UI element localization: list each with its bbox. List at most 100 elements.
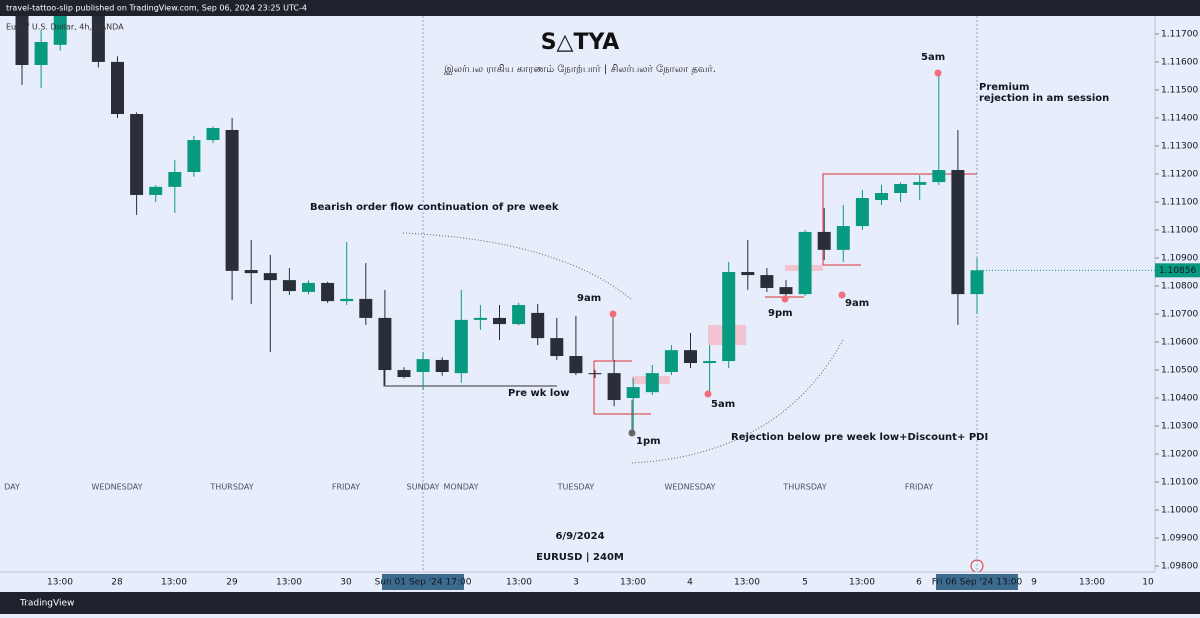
time-label: 13:00 xyxy=(849,578,875,588)
candle-body xyxy=(282,280,296,292)
annotation: Premium xyxy=(979,82,1029,93)
y-tick-label: 1.09800 xyxy=(1161,562,1198,572)
candle-body xyxy=(168,171,182,187)
y-tick-label: 1.11200 xyxy=(1161,169,1198,179)
chart-title: S△TYA xyxy=(541,30,620,55)
day-label: MONDAY xyxy=(444,483,479,492)
candle-body xyxy=(875,193,888,201)
marker xyxy=(781,295,789,303)
annotation: Pre wk low xyxy=(508,388,569,399)
time-label: 9 xyxy=(1031,578,1037,588)
annotation: 1pm xyxy=(636,436,661,447)
candle-body xyxy=(684,350,697,364)
candle-body xyxy=(817,231,831,250)
time-label: 5 xyxy=(802,578,808,588)
y-tick-label: 1.10100 xyxy=(1161,478,1198,488)
candle-body xyxy=(302,282,315,292)
day-label: DAY xyxy=(4,483,20,492)
candle-body xyxy=(53,16,67,45)
time-label: 13:00 xyxy=(161,578,187,588)
y-tick-label: 1.10800 xyxy=(1161,282,1198,292)
candle-body xyxy=(970,270,984,295)
y-tick-label: 1.11100 xyxy=(1161,197,1198,207)
annotation: Bearish order flow continuation of pre w… xyxy=(310,202,559,213)
candle-body xyxy=(951,170,965,295)
pre-week-low-line xyxy=(383,370,557,387)
annotation: 9am xyxy=(577,293,601,304)
annotation: rejection in am session xyxy=(979,93,1109,104)
y-tick-label: 1.11700 xyxy=(1161,29,1198,39)
axes: 1.09900 1.10000 1.10100 1.10200 1.10300 1.104… xyxy=(0,16,1200,592)
annotation: 9am xyxy=(845,298,869,309)
header-bar xyxy=(0,0,1200,16)
y-tick-label: 1.10700 xyxy=(1161,310,1198,320)
candle-body xyxy=(34,42,48,65)
marker xyxy=(628,429,636,437)
candle-body xyxy=(493,317,506,325)
candle-body xyxy=(244,270,258,274)
candle-body xyxy=(626,387,640,399)
candle-body xyxy=(855,198,869,227)
candle-body xyxy=(894,184,908,194)
candle-body xyxy=(512,305,526,325)
marker xyxy=(609,310,617,318)
time-label: 13:00 xyxy=(506,578,532,588)
candle-body xyxy=(645,373,659,393)
candle-body xyxy=(435,359,449,372)
candle-body xyxy=(340,298,354,302)
candle-body xyxy=(91,16,105,62)
y-tick-label: 1.11500 xyxy=(1161,85,1198,95)
last-price-tag xyxy=(1155,263,1200,278)
header-text: travel-tattoo-slip published on TradingV… xyxy=(6,4,307,13)
candle-body xyxy=(722,271,736,362)
range-box xyxy=(593,360,651,415)
candle-body xyxy=(359,298,373,318)
time-label: 13:00 xyxy=(734,578,760,588)
time-label: 28 xyxy=(111,578,123,588)
y-tick-label: 1.10600 xyxy=(1161,338,1198,348)
last-price-label: 1.10856 xyxy=(1159,266,1196,276)
candle-body xyxy=(187,140,201,172)
candle-body xyxy=(206,128,220,141)
candle-body xyxy=(703,361,717,364)
time-highlight xyxy=(382,574,464,590)
candle-body xyxy=(111,61,124,115)
time-highlight xyxy=(936,574,1018,590)
time-axis-bg xyxy=(0,572,1200,592)
candle-body xyxy=(263,273,277,281)
day-label: WEDNESDAY xyxy=(665,483,716,492)
footer-bar xyxy=(0,592,1200,614)
time-label: 29 xyxy=(226,578,238,588)
marker xyxy=(934,69,942,77)
candle-body xyxy=(836,226,850,250)
y-tick-label: 1.11400 xyxy=(1161,113,1198,123)
time-label: 10 xyxy=(1142,578,1154,588)
candle-body xyxy=(798,231,812,295)
candle-body xyxy=(454,319,468,374)
time-label: Sun 01 Sep '24 17:00 xyxy=(375,578,472,588)
time-label: 13:00 xyxy=(1079,578,1105,588)
symbol: Euro / U.S. Dollar, 4h, OANDA xyxy=(6,23,124,32)
annotation: 5am xyxy=(711,399,735,410)
time-label: 30 xyxy=(340,578,352,588)
annotation: EURUSD | 240M xyxy=(536,552,624,563)
y-tick-label: 1.11600 xyxy=(1161,57,1198,67)
footer-brand: TradingView xyxy=(19,599,74,609)
candle-body xyxy=(760,275,774,288)
candle-body xyxy=(378,317,392,371)
time-label: 4 xyxy=(687,578,693,588)
day-label: SUNDAY xyxy=(407,483,440,492)
y-tick-label: 1.09900 xyxy=(1161,534,1198,544)
candle-body xyxy=(779,287,793,295)
candle-body xyxy=(473,317,487,320)
y-tick-label: 1.11300 xyxy=(1161,141,1198,151)
candle-body xyxy=(932,170,946,183)
candle-body xyxy=(321,282,335,302)
day-label: FRIDAY xyxy=(332,483,360,492)
candle-body xyxy=(569,356,583,374)
y-tick-label: 1.10000 xyxy=(1161,506,1198,516)
candle-body xyxy=(130,114,144,195)
time-label: Fri 06 Sep '24 13:00 xyxy=(932,578,1023,588)
